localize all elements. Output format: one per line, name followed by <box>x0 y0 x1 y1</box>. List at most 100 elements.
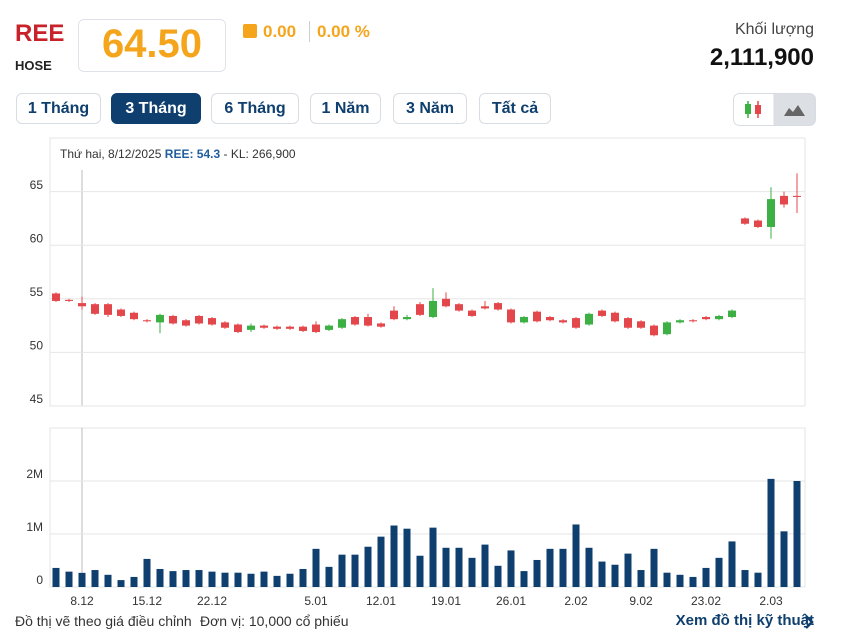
volume-bar <box>364 546 372 587</box>
volume-bar <box>702 567 710 587</box>
price: 64.50 <box>101 22 203 66</box>
volume-bar <box>494 565 502 587</box>
candle-body <box>689 320 697 322</box>
tab[interactable]: Tất cả <box>479 93 551 124</box>
volume-bar <box>312 548 320 587</box>
volume-bar <box>767 478 775 587</box>
candle-body <box>234 324 242 333</box>
volume-bar <box>559 548 567 587</box>
tab[interactable]: 6 Tháng <box>211 93 299 124</box>
tab[interactable]: 3 Năm <box>393 93 467 124</box>
volume-bar <box>611 564 619 587</box>
x-tick-label: 2.03 <box>759 594 783 608</box>
volume-bar <box>91 570 99 587</box>
volume-bar <box>676 574 684 587</box>
price-box <box>78 19 226 72</box>
candle-body <box>468 310 476 316</box>
x-tick-label: 9.02 <box>629 594 653 608</box>
volume-bar <box>156 568 164 587</box>
volume-bar <box>663 572 671 587</box>
candle-body <box>403 317 411 320</box>
candle-body <box>624 318 632 328</box>
volume-bar <box>351 554 359 587</box>
volume-bar <box>52 567 60 587</box>
volume-bar <box>221 572 229 587</box>
volume-bar <box>260 571 268 587</box>
candle-body <box>104 304 112 315</box>
area-toggle[interactable] <box>773 93 816 126</box>
candle-body <box>611 312 619 322</box>
candle-body <box>78 303 86 307</box>
volume-bar <box>169 571 177 587</box>
candle-body <box>650 325 658 336</box>
tooltip: Thứ hai, 8/12/2025 REE: 54.3 - KL: 266,9… <box>60 147 296 161</box>
volume-bar <box>78 572 86 587</box>
volume-bar <box>533 559 541 587</box>
candle-body <box>338 319 346 328</box>
volume-bar <box>754 572 762 587</box>
volume-bar <box>624 553 632 587</box>
candle-body <box>130 312 138 320</box>
candle-body <box>728 310 736 318</box>
candle-body <box>182 320 190 326</box>
volume-bar <box>325 566 333 587</box>
volume-bar <box>104 574 112 587</box>
candle-body <box>442 298 450 307</box>
candle-body <box>520 317 528 323</box>
technical-link[interactable]: Xem đồ thị kỹ thuật <box>675 612 814 629</box>
candle-body <box>715 315 723 320</box>
candle-body <box>507 309 515 323</box>
footer-unit: Đơn vị: 10,000 cổ phiếu <box>200 613 349 629</box>
volume-bar <box>65 571 73 587</box>
area-icon <box>784 105 805 116</box>
candle-body <box>143 320 151 322</box>
volume-bar <box>572 524 580 587</box>
chevron[interactable] <box>803 614 815 630</box>
candle-body <box>533 311 541 322</box>
tab[interactable]: 3 Tháng <box>111 93 201 124</box>
volume-bar <box>403 528 411 587</box>
x-tick-label: 23.02 <box>691 594 721 608</box>
candle-body <box>598 310 606 316</box>
candle-body <box>741 218 749 224</box>
volume-bar <box>468 557 476 587</box>
volume-bar <box>728 541 736 587</box>
chart: Thứ hai, 8/12/2025 REE: 54.3 - KL: 266,9… <box>26 137 806 608</box>
volume-bar <box>507 550 515 587</box>
volume-bar <box>143 558 151 587</box>
tab[interactable]: 1 Năm <box>310 93 381 124</box>
volume-bar <box>182 570 190 587</box>
volume-bar <box>234 572 242 587</box>
candle-body <box>221 322 229 328</box>
candle-body <box>208 318 216 325</box>
candle-body <box>169 315 177 324</box>
candle-body <box>559 320 567 323</box>
volume-bar <box>390 525 398 587</box>
candle-icon[interactable] <box>745 101 761 118</box>
x-tick-label: 22.12 <box>197 594 227 608</box>
candle-body <box>767 199 775 227</box>
volume-label: Khối lượng <box>734 21 814 38</box>
candle-body <box>273 326 281 329</box>
volume-bar <box>195 570 203 587</box>
candle-body <box>546 317 554 321</box>
x-tick-label: 2.02 <box>564 594 588 608</box>
price-pane <box>49 137 806 407</box>
volume-bar <box>273 575 281 587</box>
tooltip-volume: - KL: 266,900 <box>223 147 295 161</box>
footer-note: Đồ thị vẽ theo giá điều chỉnh <box>15 613 192 629</box>
volume-bar <box>208 571 216 587</box>
volume-bar <box>117 580 125 587</box>
tab[interactable]: 1 Tháng <box>16 93 101 124</box>
candle-body <box>637 321 645 328</box>
candle-body <box>390 310 398 320</box>
y-tick-label: 1M <box>26 520 43 534</box>
candle-body <box>351 317 359 325</box>
tooltip-date: Thứ hai, 8/12/2025 <box>60 147 162 161</box>
volume-bar <box>377 536 385 587</box>
candle-body <box>65 299 73 301</box>
candle-body <box>286 326 294 329</box>
tooltip-price: REE: 54.3 <box>165 147 221 161</box>
volume-bar <box>130 576 138 587</box>
